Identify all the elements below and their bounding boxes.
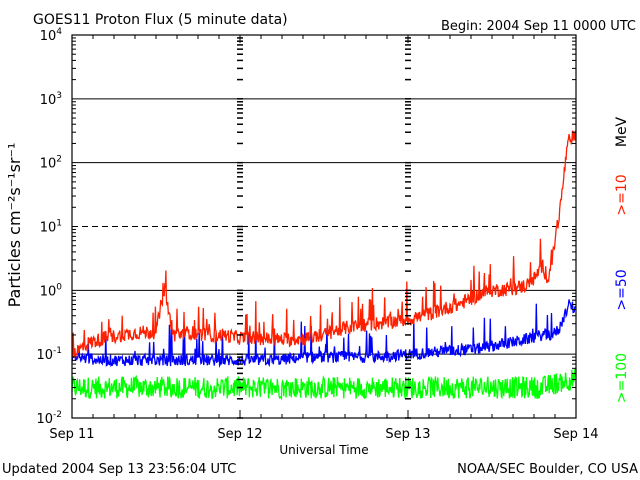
- y-tick-label: 104: [40, 27, 63, 44]
- legend-entry: >=10: [614, 174, 630, 215]
- legend-entry: >=50: [614, 269, 630, 310]
- footer-credit: NOAA/SEC Boulder, CO USA: [457, 462, 638, 477]
- y-tick-label: 103: [40, 91, 62, 108]
- series-line: [71, 368, 577, 401]
- x-tick-label: Sep 11: [49, 427, 94, 442]
- grid-layer: [72, 98, 576, 355]
- x-tick-label: Sep 14: [553, 427, 598, 442]
- y-axis-label: Particles cm⁻²s⁻¹sr⁻¹: [5, 143, 24, 308]
- y-tick-label: 101: [40, 219, 62, 236]
- x-tick-label: Sep 13: [385, 427, 430, 442]
- x-axis-label: Universal Time: [279, 443, 368, 457]
- y-tick-label: 10-1: [36, 346, 62, 363]
- series-layer: [71, 129, 577, 401]
- y-tick-label: 100: [40, 282, 63, 299]
- y-tick-label: 10-2: [36, 410, 62, 427]
- tick-layer: [71, 35, 577, 419]
- begin-label: Begin: 2004 Sep 11 0000 UTC: [441, 19, 636, 34]
- x-tick-label: Sep 12: [217, 427, 262, 442]
- y-tick-label: 102: [40, 155, 62, 172]
- plot-frame: [71, 34, 577, 419]
- y-tick-labels: 10-2 10-1 100 101 102 103 104: [36, 27, 62, 427]
- series-line: [71, 129, 577, 359]
- chart-title: GOES11 Proton Flux (5 minute data): [33, 12, 288, 28]
- x-tick-labels: Sep 11 Sep 12 Sep 13 Sep 14: [49, 427, 598, 442]
- series-line: [71, 299, 577, 368]
- legend-entry: >=100: [614, 353, 630, 403]
- unit-label: MeV: [614, 116, 630, 147]
- legend: MeV >=10 >=50 >=100: [614, 116, 630, 403]
- footer-updated: Updated 2004 Sep 13 23:56:04 UTC: [2, 462, 236, 477]
